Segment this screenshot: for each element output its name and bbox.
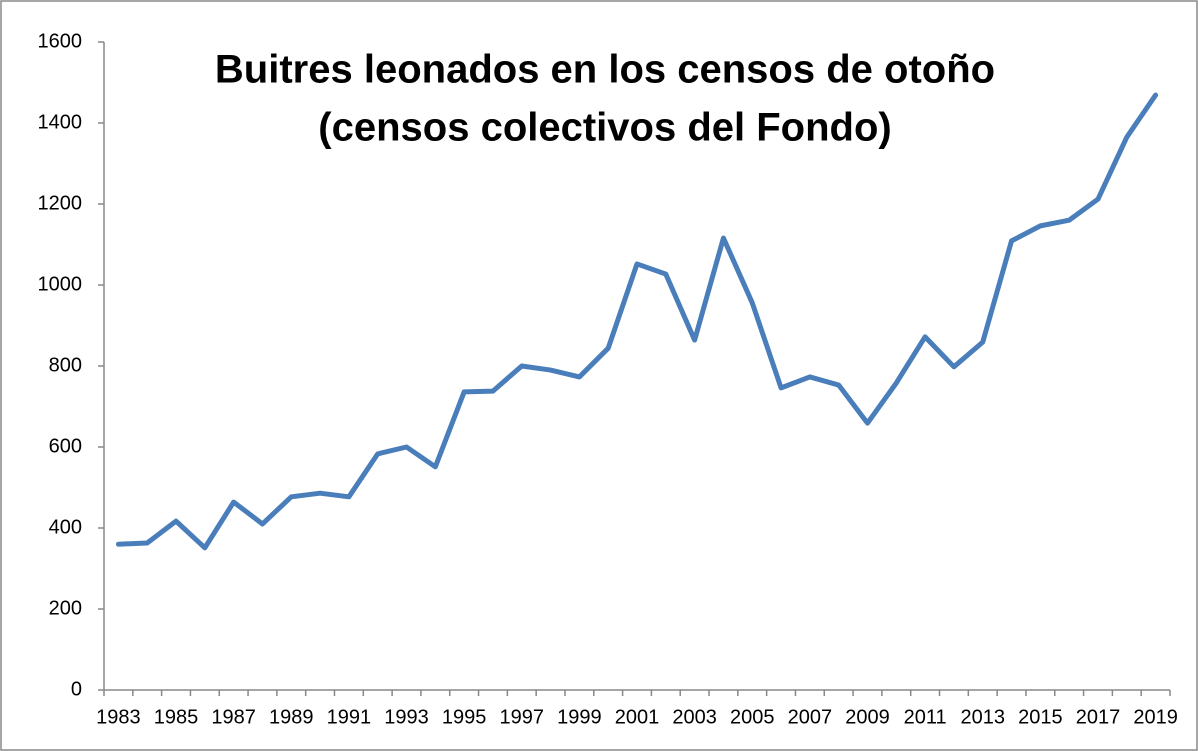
x-tick-label: 2019 <box>1133 706 1178 728</box>
x-tick-label: 2003 <box>672 706 717 728</box>
x-tick-label: 2005 <box>730 706 775 728</box>
y-tick-label: 400 <box>49 516 82 538</box>
y-tick-label: 0 <box>71 678 82 700</box>
y-tick-label: 800 <box>49 354 82 376</box>
x-tick-label: 1991 <box>327 706 372 728</box>
x-tick-label: 2007 <box>788 706 833 728</box>
chart-subtitle: (censos colectivos del Fondo) <box>318 106 891 150</box>
x-tick-label: 1983 <box>96 706 141 728</box>
x-tick-label: 1993 <box>384 706 429 728</box>
x-tick-label: 1997 <box>500 706 545 728</box>
x-tick-label: 2017 <box>1076 706 1121 728</box>
x-tick-label: 1999 <box>557 706 602 728</box>
y-tick-label: 200 <box>49 597 82 619</box>
x-tick-label: 1987 <box>211 706 256 728</box>
x-tick-label: 1995 <box>442 706 487 728</box>
x-tick-label: 2011 <box>904 706 947 728</box>
y-tick-label: 600 <box>49 435 82 457</box>
x-tick-label: 1985 <box>154 706 199 728</box>
x-tick-label: 2013 <box>960 706 1005 728</box>
x-tick-label: 2001 <box>615 706 660 728</box>
data-line <box>115 92 1159 551</box>
y-tick-label: 1000 <box>38 273 83 295</box>
x-tick-label: 1989 <box>269 706 314 728</box>
x-tick-label: 2009 <box>845 706 890 728</box>
y-tick-label: 1600 <box>38 30 83 52</box>
y-tick-label: 1400 <box>38 111 83 133</box>
chart-title: Buitres leonados en los censos de otoño <box>215 48 995 92</box>
y-tick-label: 1200 <box>38 192 83 214</box>
x-tick-label: 2015 <box>1018 706 1063 728</box>
